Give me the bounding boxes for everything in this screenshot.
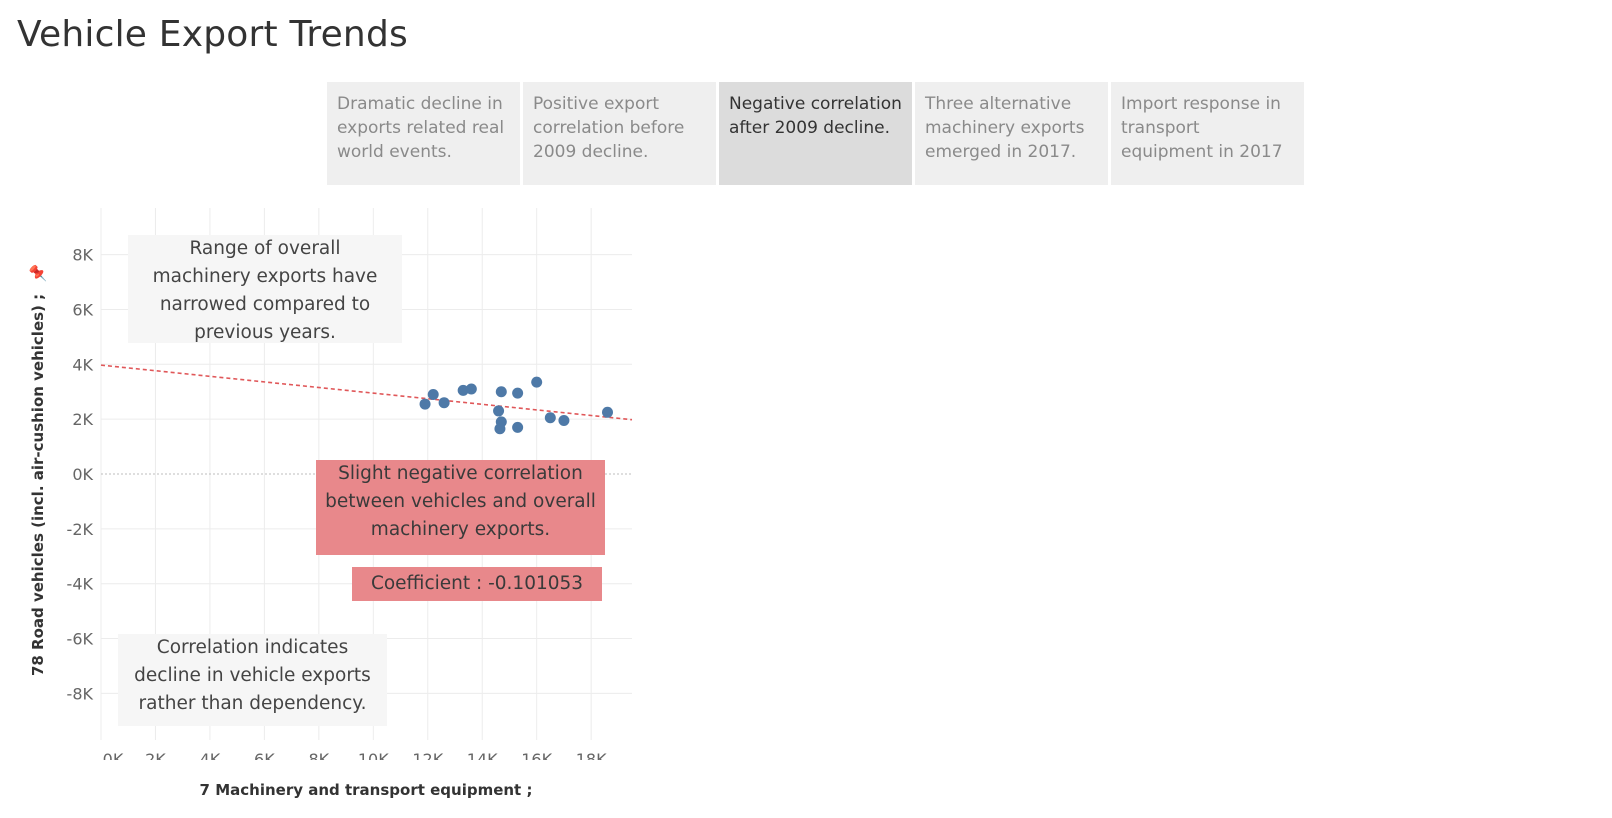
data-point[interactable] bbox=[493, 405, 505, 417]
annotation-negative-correlation: Slight negative correlation between vehi… bbox=[316, 460, 605, 555]
x-tick-label: 8K bbox=[309, 750, 330, 760]
x-tick-label: 2K bbox=[145, 750, 166, 760]
pin-icon[interactable]: 📌 bbox=[29, 263, 47, 283]
x-tick-label: 18K bbox=[576, 750, 607, 760]
data-point[interactable] bbox=[544, 412, 556, 424]
y-tick-label: 8K bbox=[72, 246, 93, 265]
story-point-4[interactable]: Three alternative machinery exports emer… bbox=[915, 82, 1108, 185]
data-point[interactable] bbox=[601, 406, 613, 418]
data-points bbox=[419, 376, 613, 435]
y-tick-label: 0K bbox=[72, 465, 93, 484]
x-tick-label: 14K bbox=[467, 750, 498, 760]
page-title: Vehicle Export Trends bbox=[17, 14, 408, 55]
annotation-range: Range of overall machinery exports have … bbox=[128, 235, 402, 343]
x-tick-label: 6K bbox=[254, 750, 275, 760]
x-axis-title: 7 Machinery and transport equipment ; bbox=[199, 781, 533, 799]
data-point[interactable] bbox=[512, 387, 524, 399]
trend-line[interactable] bbox=[100, 364, 633, 421]
data-point[interactable] bbox=[558, 415, 570, 427]
trend-line-group bbox=[100, 364, 633, 421]
y-tick-label: 4K bbox=[72, 355, 93, 374]
x-tick-label: 16K bbox=[521, 750, 552, 760]
annotation-dependency: Correlation indicates decline in vehicle… bbox=[118, 634, 387, 726]
story-navigator: Dramatic decline in exports related real… bbox=[327, 82, 1304, 185]
data-point[interactable] bbox=[494, 423, 506, 435]
y-tick-label: 6K bbox=[72, 300, 93, 319]
x-tick-label: 0K bbox=[103, 750, 124, 760]
data-point[interactable] bbox=[495, 386, 507, 398]
y-axis-title: 78 Road vehicles (incl. air-cushion vehi… bbox=[29, 264, 47, 676]
y-tick-label: -6K bbox=[67, 630, 94, 649]
x-tick-label: 4K bbox=[200, 750, 221, 760]
y-tick-label: -2K bbox=[67, 520, 94, 539]
x-tick-label: 12K bbox=[412, 750, 443, 760]
y-tick-label: -8K bbox=[67, 684, 94, 703]
y-tick-label: 2K bbox=[72, 410, 93, 429]
story-point-2[interactable]: Positive export correlation before 2009 … bbox=[523, 82, 716, 185]
y-axis-ticks: 8K 6K 4K 2K 0K -2K -4K -6K -8K bbox=[67, 246, 94, 704]
x-axis-ticks: 0K 2K 4K 6K 8K 10K 12K 14K 16K 18K bbox=[103, 750, 607, 760]
data-point[interactable] bbox=[457, 384, 469, 396]
annotation-coefficient: Coefficient : -0.101053 bbox=[352, 567, 602, 601]
data-point[interactable] bbox=[465, 383, 477, 395]
x-tick-label: 10K bbox=[358, 750, 389, 760]
data-point[interactable] bbox=[427, 388, 439, 400]
y-tick-label: -4K bbox=[67, 575, 94, 594]
data-point[interactable] bbox=[438, 397, 450, 409]
data-point[interactable] bbox=[531, 376, 543, 388]
story-point-5[interactable]: Import response in transport equipment i… bbox=[1111, 82, 1304, 185]
story-point-3[interactable]: Negative correlation after 2009 decline. bbox=[719, 82, 912, 185]
story-point-1[interactable]: Dramatic decline in exports related real… bbox=[327, 82, 520, 185]
data-point[interactable] bbox=[419, 398, 431, 410]
y-axis-label: 78 Road vehicles (incl. air-cushion vehi… bbox=[29, 293, 47, 677]
data-point[interactable] bbox=[512, 421, 524, 433]
